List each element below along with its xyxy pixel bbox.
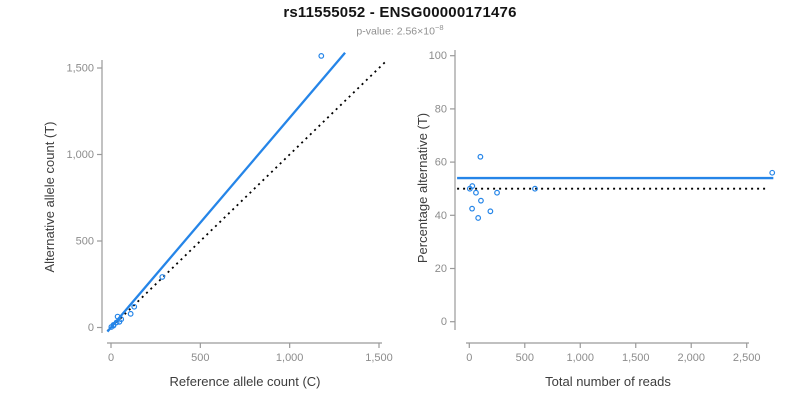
- p-value-subtitle: p-value: 2.56×10−8: [0, 23, 800, 38]
- right-y-tick-label: 40: [435, 210, 447, 222]
- p-value-text: p-value: 2.56×10: [356, 25, 435, 38]
- left-x-axis-title: Reference allele count (C): [169, 374, 320, 389]
- right-data-point: [469, 183, 476, 189]
- right-x-tick-label: 2,000: [677, 352, 705, 364]
- right-data-point: [475, 215, 482, 221]
- page-title: rs11555052 - ENSG00000171476: [283, 4, 517, 21]
- left-y-tick-label: 1,000: [66, 149, 94, 161]
- left-y-tick-label: 500: [76, 236, 94, 248]
- left-x-tick-label: 1,500: [365, 352, 393, 364]
- right-y-tick-label: 60: [435, 157, 447, 169]
- right-data-point: [469, 205, 475, 212]
- left-x-tick-label: 500: [191, 352, 209, 364]
- p-value-exponent: −8: [434, 23, 444, 32]
- left-data-point: [127, 310, 134, 317]
- left-data-point: [318, 52, 325, 59]
- right-y-tick-label: 100: [429, 50, 447, 62]
- right-x-axis-title: Total number of reads: [545, 374, 671, 389]
- left-data-point: [159, 274, 166, 280]
- right-data-point: [494, 189, 500, 196]
- right-x-tick-label: 2,500: [733, 352, 761, 364]
- right-y-tick-label: 80: [435, 103, 447, 115]
- right-x-tick-label: 1,500: [622, 352, 650, 364]
- left-regression-line: [106, 52, 346, 333]
- left-x-tick-label: 0: [108, 352, 114, 364]
- left-data-point: [118, 316, 125, 323]
- left-y-tick-label: 0: [88, 322, 94, 334]
- right-x-tick-label: 500: [516, 352, 534, 364]
- right-data-point: [769, 169, 776, 176]
- right-data-point: [532, 185, 538, 192]
- right-y-tick-label: 20: [435, 263, 447, 275]
- right-y-tick-label: 0: [441, 316, 447, 328]
- right-data-point: [487, 208, 494, 215]
- left-x-tick-label: 1,000: [276, 352, 304, 364]
- right-x-tick-label: 0: [466, 352, 472, 364]
- left-y-axis-title: Alternative allele count (T): [42, 121, 57, 272]
- right-y-axis-title: Percentage alternative (T): [415, 113, 430, 263]
- left-identity-dotted-line: [106, 59, 388, 332]
- left-data-point: [113, 319, 120, 326]
- right-data-point: [473, 189, 479, 196]
- left-data-point: [131, 303, 138, 310]
- right-x-tick-label: 1,000: [566, 352, 594, 364]
- right-data-point: [477, 153, 484, 160]
- left-y-tick-label: 1,500: [66, 63, 94, 75]
- right-data-point: [478, 197, 484, 204]
